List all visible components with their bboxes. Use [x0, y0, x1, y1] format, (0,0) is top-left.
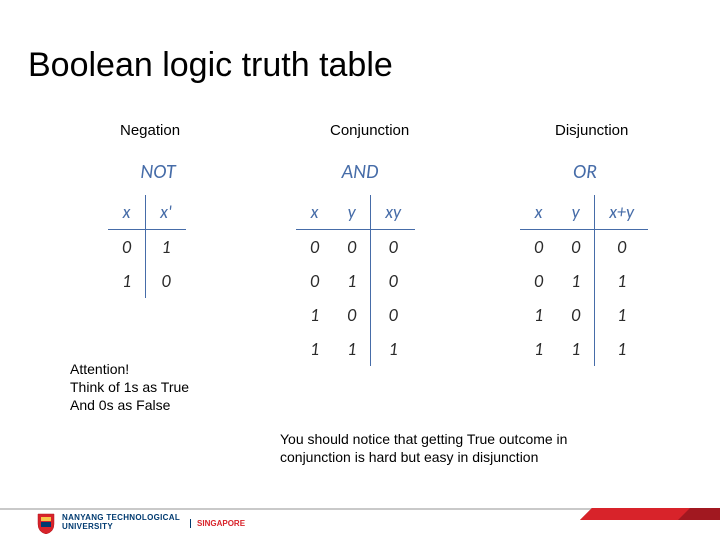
not-op-label: NOT — [128, 160, 188, 184]
negation-label: Negation — [120, 122, 180, 139]
footer-accent-icon — [580, 508, 720, 520]
conjunction-label: Conjunction — [330, 122, 409, 139]
observation-note: You should notice that getting True outc… — [280, 430, 690, 466]
or-op-label: OR — [560, 160, 610, 184]
table-row: 100 — [296, 298, 415, 332]
and-h2: xy — [371, 195, 415, 230]
and-op-label: AND — [330, 160, 390, 184]
note-line: conjunction is hard but easy in disjunct… — [280, 448, 690, 466]
country-label: SINGAPORE — [190, 519, 245, 528]
note-line: Attention! — [70, 360, 189, 378]
attention-note: Attention! Think of 1s as True And 0s as… — [70, 360, 189, 415]
or-h0: x — [520, 195, 557, 230]
and-h0: x — [296, 195, 333, 230]
table-row: 111 — [296, 332, 415, 366]
not-h1: x' — [146, 195, 186, 230]
not-table: x x' 0 1 1 0 — [108, 195, 186, 298]
table-row: 000 — [296, 230, 415, 265]
note-line: Think of 1s as True — [70, 378, 189, 396]
note-line: You should notice that getting True outc… — [280, 430, 690, 448]
table-row: 111 — [520, 332, 648, 366]
page-title: Boolean logic truth table — [28, 46, 393, 85]
or-table: x y x+y 000 011 101 111 — [520, 195, 648, 366]
institution-line2: UNIVERSITY — [62, 523, 180, 532]
table-row: 010 — [296, 264, 415, 298]
and-h1: y — [333, 195, 371, 230]
disjunction-label: Disjunction — [555, 122, 628, 139]
or-h2: x+y — [595, 195, 648, 230]
table-row: 000 — [520, 230, 648, 265]
note-line: And 0s as False — [70, 396, 189, 414]
table-row: 011 — [520, 264, 648, 298]
university-logo: NANYANG TECHNOLOGICAL UNIVERSITY SINGAPO… — [36, 512, 245, 534]
logo-text-block: NANYANG TECHNOLOGICAL UNIVERSITY — [62, 514, 180, 532]
table-row: 101 — [520, 298, 648, 332]
not-h0: x — [108, 195, 146, 230]
crest-icon — [36, 512, 56, 534]
table-row: 0 1 — [108, 230, 186, 265]
or-h1: y — [557, 195, 595, 230]
table-row: 1 0 — [108, 264, 186, 298]
and-table: x y xy 000 010 100 111 — [296, 195, 415, 366]
